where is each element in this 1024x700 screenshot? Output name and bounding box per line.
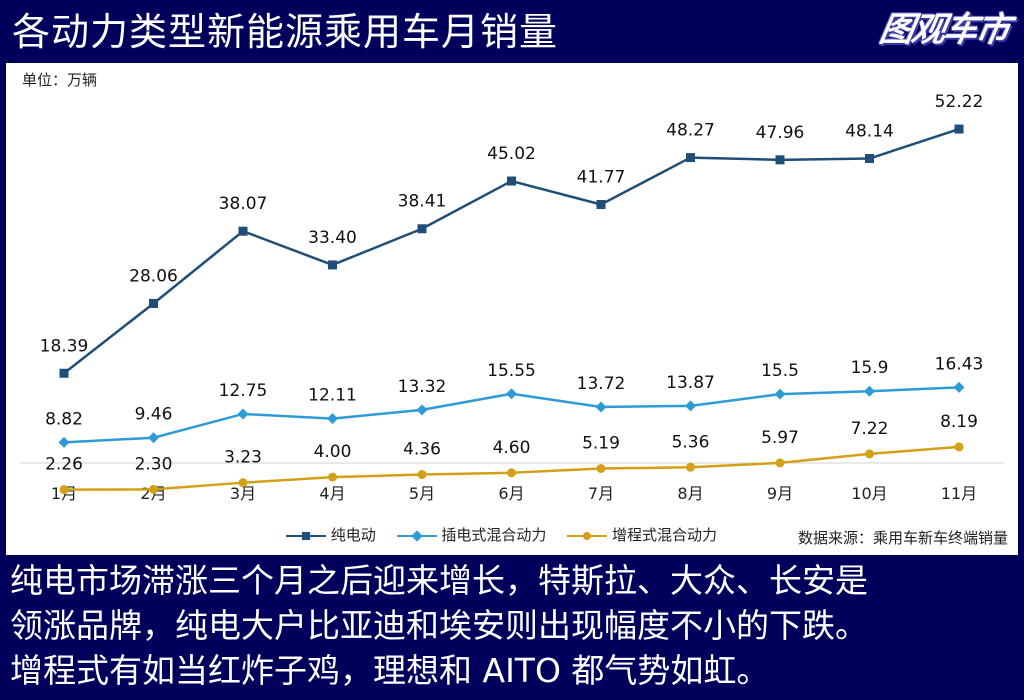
caption-line: 增程式有如当红炸子鸡，理想和 AITO 都气势如虹。 <box>10 651 770 690</box>
data-label-phev: 13.72 <box>577 374 626 394</box>
x-tick-label: 6月 <box>498 484 524 503</box>
x-tick-label: 4月 <box>319 484 345 503</box>
x-tick-label: 10月 <box>851 484 887 503</box>
data-label-erev: 2.26 <box>45 455 83 475</box>
data-label-erev: 3.23 <box>224 448 262 468</box>
x-tick-label: 7月 <box>588 484 614 503</box>
page-title: 各动力类型新能源乘用车月销量 <box>12 10 559 54</box>
data-point-bev <box>775 155 785 165</box>
line-chart: 1月2月3月4月5月6月7月8月9月10月11月18.3928.0638.073… <box>20 92 1004 503</box>
x-tick-label: 11月 <box>941 484 977 503</box>
data-point-bev <box>417 224 427 234</box>
data-label-erev: 5.36 <box>672 432 710 452</box>
data-label-bev: 41.77 <box>577 167 626 187</box>
data-label-phev: 16.43 <box>935 354 984 374</box>
data-label-bev: 28.06 <box>129 266 178 286</box>
data-point-bev <box>507 176 516 186</box>
data-point-phev <box>416 404 428 416</box>
data-point-phev <box>953 381 965 393</box>
data-label-erev: 4.00 <box>314 442 352 462</box>
data-label-bev: 48.14 <box>845 122 894 142</box>
data-point-phev <box>595 401 607 413</box>
x-tick-label: 3月 <box>230 484 256 503</box>
data-point-erev <box>954 442 964 452</box>
chart-legend: 纯电动 插电式混合动力 增程式混合动力 <box>286 524 733 545</box>
data-point-phev <box>327 413 338 425</box>
legend-item-bev: 纯电动 <box>286 524 376 545</box>
data-point-erev <box>686 462 695 472</box>
data-label-phev: 13.32 <box>398 377 447 397</box>
data-point-erev <box>596 464 606 474</box>
series-erev: 2.26 2.30 3.23 4.00 4.36 4.60 5.19 5.36 5.97 7.22… <box>45 412 978 495</box>
data-label-phev: 9.46 <box>135 405 173 425</box>
data-point-bev <box>686 153 695 163</box>
caption-line: 纯电市场滞涨三个月之后迎来增长，特斯拉、大众、长安是 <box>10 561 868 600</box>
brand-logo: 图观车市 <box>876 10 1012 50</box>
data-label-phev: 15.5 <box>761 361 799 381</box>
data-point-phev <box>237 408 249 420</box>
data-label-bev: 47.96 <box>756 123 805 143</box>
data-point-erev <box>507 468 516 478</box>
legend-item-phev: 插电式混合动力 <box>396 524 547 545</box>
data-point-erev <box>417 470 427 480</box>
data-point-erev <box>238 478 248 488</box>
data-point-erev <box>149 484 158 494</box>
legend-label-phev: 插电式混合动力 <box>441 526 547 544</box>
data-point-phev <box>864 385 875 397</box>
x-tick-label: 5月 <box>409 484 435 503</box>
data-point-erev <box>865 449 874 459</box>
data-source: 数据来源：乘用车新车终端销量 <box>797 529 1008 547</box>
data-label-phev: 12.11 <box>308 386 357 406</box>
data-label-phev: 12.75 <box>219 381 268 401</box>
data-point-bev <box>865 154 874 164</box>
series-bev: 18.39 28.06 38.07 33.40 38.41 45.02 41.77 48.27… <box>40 92 984 378</box>
series-line-bev <box>63 127 960 375</box>
data-label-phev: 15.55 <box>487 361 536 381</box>
legend-swatch-bev <box>286 529 326 543</box>
x-tick-label: 9月 <box>767 484 793 503</box>
data-point-erev <box>775 458 785 468</box>
data-label-erev: 8.19 <box>940 412 978 432</box>
data-label-bev: 45.02 <box>487 144 536 164</box>
unit-label: 单位：万辆 <box>22 71 98 89</box>
data-point-phev <box>148 432 159 444</box>
data-label-erev: 7.22 <box>851 419 889 439</box>
data-point-erev <box>328 472 337 482</box>
data-point-bev <box>149 298 158 308</box>
data-label-bev: 52.22 <box>935 92 984 112</box>
legend-label-erev: 增程式混合动力 <box>611 526 717 544</box>
data-label-bev: 38.41 <box>398 192 447 212</box>
data-label-erev: 5.97 <box>761 428 799 448</box>
data-label-erev: 5.19 <box>582 434 620 454</box>
data-point-phev <box>58 436 70 448</box>
series-phev: 8.82 9.46 12.75 12.11 13.32 15.55 13.72 13.87 15… <box>45 354 984 448</box>
data-label-bev: 33.40 <box>308 228 357 248</box>
data-point-bev <box>596 199 606 209</box>
data-point-bev <box>59 368 69 378</box>
data-label-phev: 13.87 <box>666 373 715 393</box>
legend-swatch-erev <box>567 529 608 543</box>
data-label-erev: 4.60 <box>493 438 531 458</box>
data-label-erev: 2.30 <box>135 454 173 474</box>
data-point-erev <box>59 485 69 495</box>
legend-item-erev: 增程式混合动力 <box>567 524 717 545</box>
data-label-bev: 48.27 <box>666 121 715 141</box>
legend-label-bev: 纯电动 <box>330 526 376 544</box>
caption-text: 纯电市场滞涨三个月之后迎来增长，特斯拉、大众、长安是 领涨品牌，纯电大户比亚迪和… <box>10 558 1020 693</box>
chart-panel: 单位：万辆 1月2月3月4月5月6月7月8月9月10月11月18.3928.06… <box>6 63 1018 555</box>
data-point-bev <box>238 226 248 236</box>
data-label-phev: 8.82 <box>45 409 83 429</box>
data-point-bev <box>328 260 337 270</box>
data-point-phev <box>685 400 696 412</box>
data-label-phev: 15.9 <box>851 358 889 378</box>
legend-swatch-phev <box>396 529 437 543</box>
data-point-bev <box>954 124 964 134</box>
data-label-bev: 18.39 <box>40 336 89 356</box>
data-label-erev: 4.36 <box>403 440 441 460</box>
caption-line: 领涨品牌，纯电大户比亚迪和埃安则出现幅度不小的下跌。 <box>10 606 868 645</box>
data-point-phev <box>774 388 786 400</box>
x-tick-label: 8月 <box>677 484 703 503</box>
data-point-phev <box>506 388 517 400</box>
data-label-bev: 38.07 <box>219 194 268 214</box>
